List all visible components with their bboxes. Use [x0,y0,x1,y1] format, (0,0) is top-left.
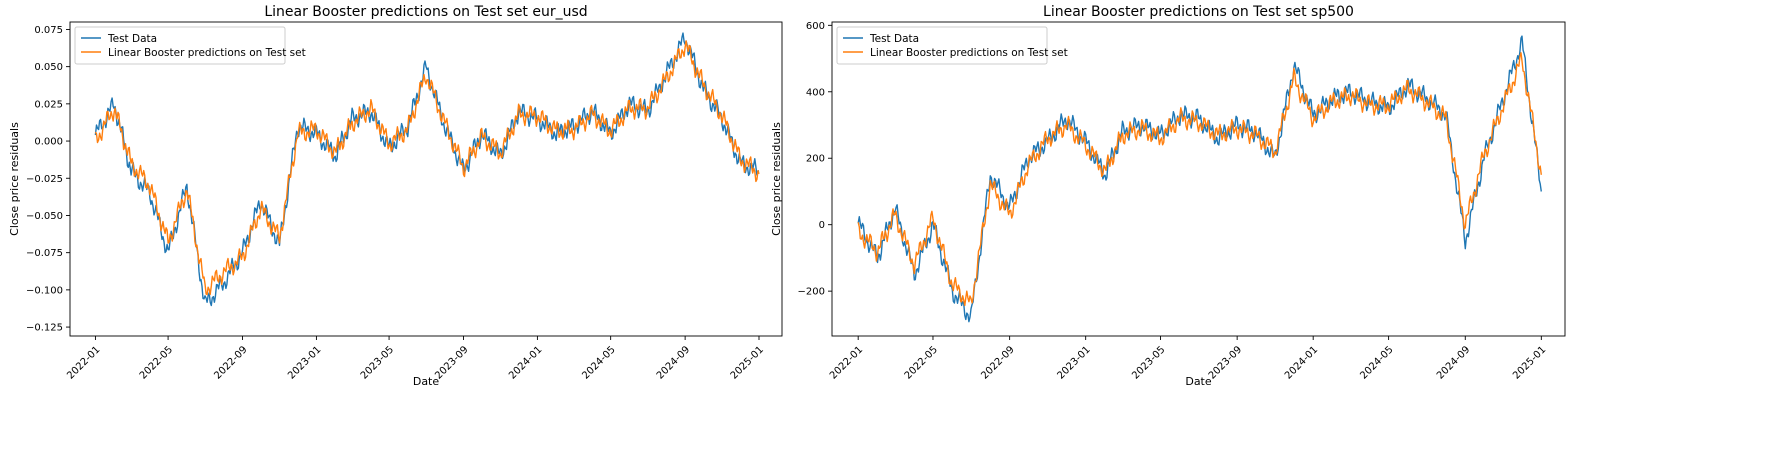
y-tick-label: 0.000 [34,137,63,148]
x-axis-label: Date [413,375,440,388]
y-tick-label: 0.050 [34,62,63,73]
x-tick-label: 2023-01 [286,344,323,381]
y-tick-label: 0.025 [34,99,63,110]
x-tick-label: 2024-05 [580,344,617,381]
legend-entry-1: Linear Booster predictions on Test set [108,47,306,59]
chart-title: Linear Booster predictions on Test set e… [264,4,587,20]
x-tick-label: 2024-01 [1283,344,1320,381]
y-tick-label: 0.075 [34,25,63,36]
chart-panel-1: Linear Booster predictions on Test set s… [770,4,1566,388]
series-line-1 [94,40,760,296]
x-tick-label: 2023-05 [359,344,396,381]
x-tick-label: 2024-09 [655,344,692,381]
y-axis-label: Close price residuals [770,122,783,236]
chart-panel-0: Linear Booster predictions on Test set e… [8,4,783,388]
legend-entry-1: Linear Booster predictions on Test set [870,47,1068,59]
plot-frame [831,21,1566,337]
series-line-1 [857,52,1542,307]
x-tick-label: 2025-01 [1511,344,1548,381]
y-tick-label: −0.050 [26,211,63,222]
plot-frame [69,21,783,337]
y-tick-label: 0 [819,220,825,231]
x-tick-label: 2023-09 [1207,344,1244,381]
series-line-0 [857,35,1542,323]
x-tick-label: 2024-05 [1358,344,1395,381]
x-tick-label: 2023-01 [1055,344,1092,381]
y-tick-label: −0.025 [26,174,63,185]
y-tick-label: −0.125 [26,323,63,334]
chart-title: Linear Booster predictions on Test set s… [1043,4,1354,20]
x-tick-label: 2022-05 [138,344,175,381]
x-tick-label: 2022-09 [979,344,1016,381]
y-tick-label: −200 [798,287,825,298]
y-tick-label: −0.100 [26,285,63,296]
x-tick-label: 2025-01 [729,344,766,381]
x-tick-label: 2022-09 [212,344,249,381]
y-tick-label: −0.075 [26,248,63,259]
series-line-0 [94,32,760,307]
legend-box [74,26,286,65]
y-axis-label: Close price residuals [8,122,21,236]
legend-entry-0: Test Data [869,33,919,45]
x-axis-label: Date [1185,375,1212,388]
x-tick-label: 2022-05 [903,344,940,381]
x-tick-label: 2022-01 [828,344,865,381]
legend-box [836,26,1048,65]
legend-entry-0: Test Data [107,33,157,45]
x-tick-label: 2024-01 [507,344,544,381]
y-tick-label: 400 [806,87,825,98]
x-tick-label: 2024-09 [1435,344,1472,381]
y-tick-label: 200 [806,154,825,165]
y-tick-label: 600 [806,21,825,32]
x-tick-label: 2022-01 [65,344,102,381]
x-tick-label: 2023-05 [1130,344,1167,381]
